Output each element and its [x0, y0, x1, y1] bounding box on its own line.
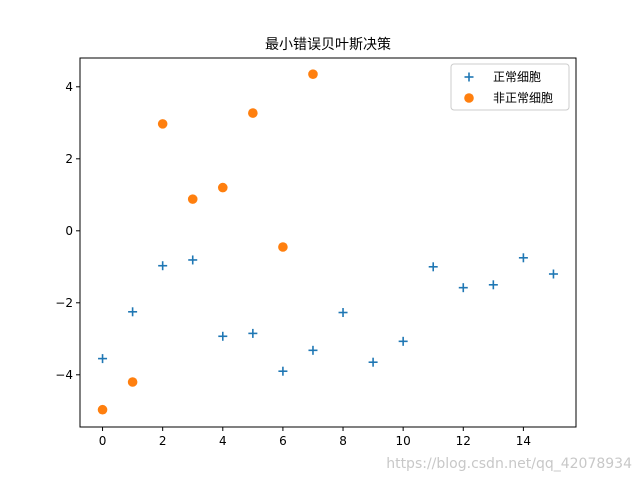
normal-cell-point: [458, 283, 468, 293]
abnormal-cell-point: [217, 182, 228, 193]
normal-cell-point: [368, 357, 378, 367]
normal-cell-point: [158, 261, 168, 271]
abnormal-cell-point: [248, 108, 258, 118]
x-tick-label: 4: [219, 434, 227, 448]
normal-cell-point: [248, 328, 258, 338]
series-1: [97, 69, 318, 415]
abnormal-cell-point: [127, 377, 138, 387]
legend-plus-marker: [464, 72, 474, 82]
abnormal-cell-point: [157, 119, 168, 129]
x-tick-label: 10: [396, 434, 411, 448]
y-tick-label: −2: [55, 296, 73, 310]
abnormal-cell-point: [308, 69, 318, 79]
legend-box: [450, 63, 570, 111]
normal-cell-point: [398, 336, 408, 346]
normal-cell-point: [188, 255, 198, 265]
abnormal-cell-point: [97, 404, 108, 415]
axes-frame: [79, 57, 577, 428]
x-tick-label: 0: [99, 434, 107, 448]
normal-cell-point: [488, 280, 498, 290]
abnormal-cell-point: [187, 194, 198, 204]
normal-cell-point: [98, 354, 108, 364]
y-tick-label: 4: [65, 80, 73, 94]
y-tick-label: −4: [55, 368, 73, 382]
normal-cell-point: [128, 307, 138, 317]
normal-cell-point: [218, 331, 228, 341]
legend-circle-marker: [464, 93, 474, 103]
normal-cell-point: [428, 262, 438, 272]
x-tick-label: 12: [456, 434, 471, 448]
normal-cell-point: [548, 269, 558, 279]
legend-label: 正常细胞: [493, 70, 541, 84]
plot-area: [97, 69, 558, 415]
abnormal-cell-point: [278, 242, 288, 252]
normal-cell-point: [308, 345, 318, 355]
x-tick-label: 6: [279, 434, 287, 448]
normal-cell-point: [278, 366, 288, 376]
axes: 0 2 4 6 8 10 12 14 −4 −2 0 2 4: [55, 57, 577, 448]
normal-cell-point: [338, 308, 348, 318]
watermark-text: https://blog.csdn.net/qq_42078934: [386, 456, 632, 472]
normal-cell-point: [518, 253, 528, 263]
legend-label: 非正常细胞: [493, 91, 553, 105]
x-tick-label: 2: [159, 434, 167, 448]
chart-title: 最小错误贝叶斯决策: [265, 36, 391, 53]
x-tick-label: 14: [516, 434, 531, 448]
y-tick-label: 0: [65, 224, 73, 238]
y-tick-label: 2: [65, 152, 73, 166]
series-0: [98, 253, 558, 376]
x-tick-label: 8: [339, 434, 347, 448]
